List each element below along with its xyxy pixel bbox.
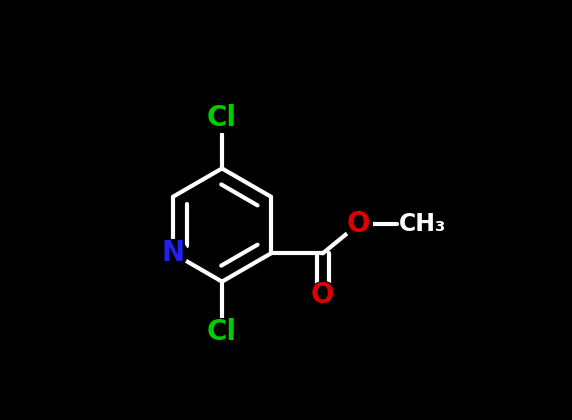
- Text: O: O: [347, 210, 370, 238]
- Text: O: O: [311, 281, 335, 310]
- Text: N: N: [161, 239, 185, 268]
- Text: Cl: Cl: [207, 318, 237, 346]
- Text: CH₃: CH₃: [399, 212, 446, 236]
- Text: Cl: Cl: [207, 104, 237, 132]
